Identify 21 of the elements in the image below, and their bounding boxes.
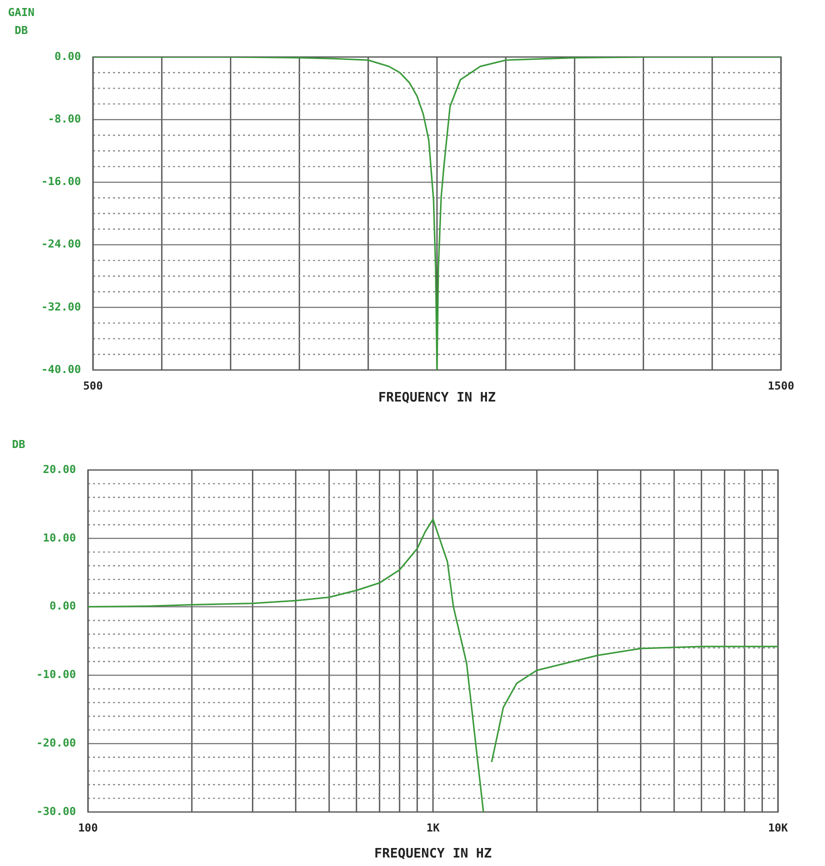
y-tick-label: -16.00 bbox=[41, 175, 81, 188]
y-tick-label: 20.00 bbox=[42, 462, 76, 476]
x-axis-title: FREQUENCY IN HZ bbox=[374, 846, 492, 862]
x-tick-label: 1500 bbox=[768, 379, 794, 392]
x-tick-label: 1K bbox=[426, 821, 440, 834]
y-tick-label: -30.00 bbox=[36, 804, 76, 818]
x-tick-label: 100 bbox=[78, 821, 98, 834]
x-tick-label: 10K bbox=[768, 821, 788, 834]
y-axis-title: DB bbox=[12, 437, 26, 453]
y-axis-title: GAIN DB bbox=[8, 5, 34, 39]
y-tick-label: -20.00 bbox=[36, 736, 76, 750]
y-tick-label: 0.00 bbox=[54, 50, 81, 63]
y-tick-label: -32.00 bbox=[41, 300, 81, 314]
y-tick-label: -24.00 bbox=[41, 238, 81, 251]
y-tick-label: -8.00 bbox=[48, 112, 81, 126]
x-axis-title: FREQUENCY IN HZ bbox=[378, 390, 496, 406]
x-tick-label: 500 bbox=[83, 379, 103, 392]
y-tick-label: 0.00 bbox=[50, 600, 76, 613]
y-tick-label: -40.00 bbox=[41, 362, 81, 376]
y-tick-label: 10.00 bbox=[42, 531, 76, 544]
y-tick-label: -10.00 bbox=[36, 668, 76, 682]
